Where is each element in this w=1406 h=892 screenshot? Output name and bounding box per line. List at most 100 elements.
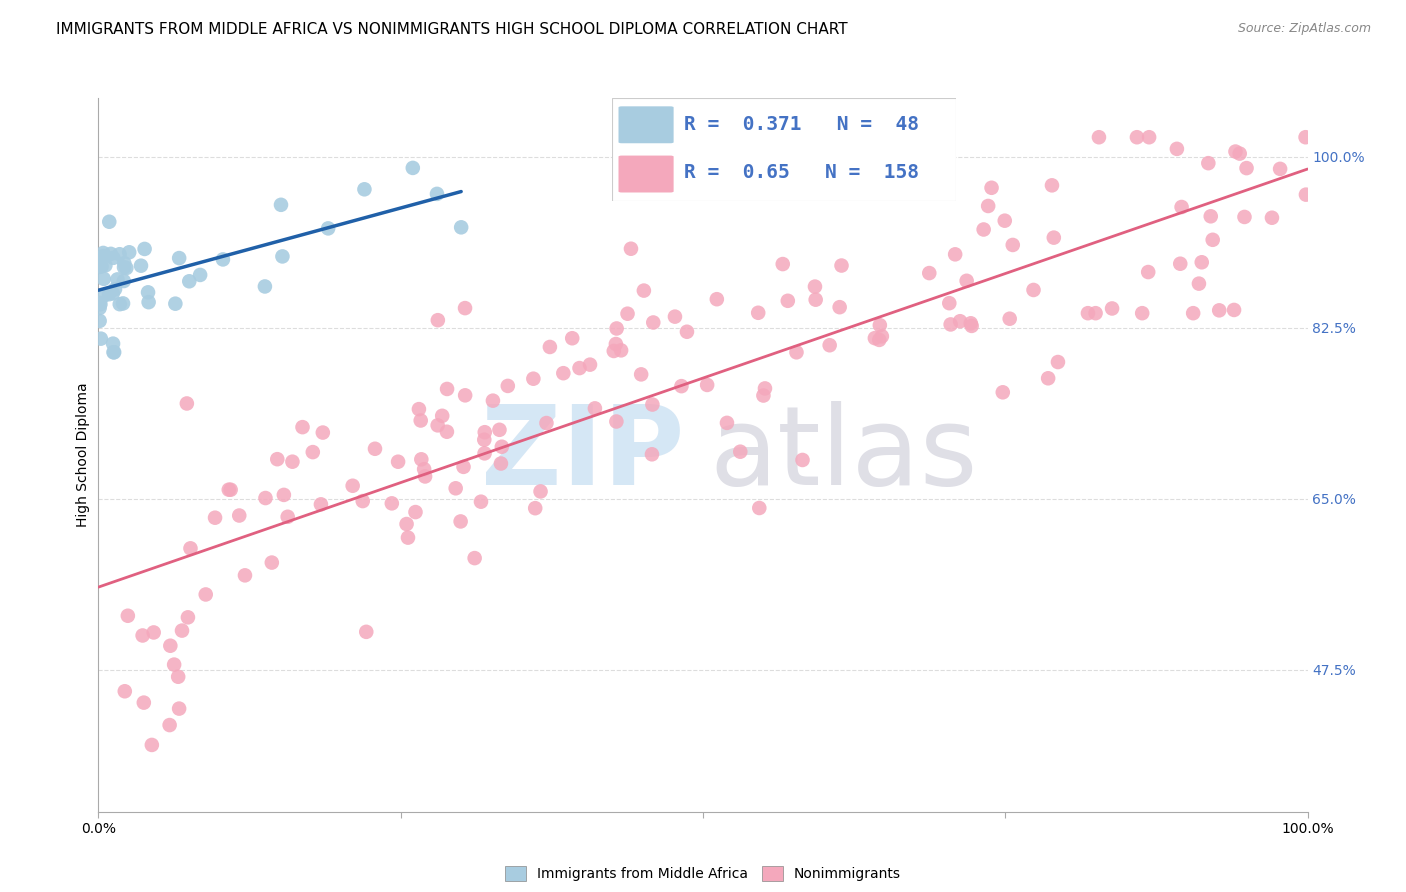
Point	[89, 252, 111, 266]
Text: R =  0.65   N =  158: R = 0.65 N = 158	[683, 163, 920, 182]
FancyBboxPatch shape	[619, 155, 673, 193]
Point	[413, 469, 436, 483]
Point	[1268, 161, 1291, 176]
Point	[159, 639, 181, 653]
Point	[141, 738, 163, 752]
Point	[730, 444, 752, 458]
Point	[1295, 187, 1317, 202]
Point	[170, 624, 193, 638]
Point	[1197, 156, 1219, 170]
Point	[696, 378, 718, 392]
Point	[219, 483, 242, 497]
Point	[167, 701, 190, 715]
Point	[396, 531, 419, 545]
Point	[752, 388, 775, 402]
Point	[450, 220, 472, 235]
Point	[413, 462, 436, 476]
Point	[643, 316, 665, 330]
Point	[496, 379, 519, 393]
Point	[312, 425, 335, 440]
Point	[980, 181, 1002, 195]
Point	[1229, 146, 1251, 161]
Text: Source: ZipAtlas.com: Source: ZipAtlas.com	[1237, 22, 1371, 36]
Point	[939, 318, 962, 332]
Point	[163, 657, 186, 672]
Point	[260, 556, 283, 570]
Point	[112, 296, 135, 310]
Point	[754, 381, 776, 395]
FancyBboxPatch shape	[612, 98, 956, 201]
Point	[630, 368, 652, 382]
Point	[104, 282, 127, 296]
Point	[103, 251, 125, 265]
Point	[664, 310, 686, 324]
Point	[1168, 257, 1191, 271]
Point	[90, 260, 112, 274]
Point	[474, 446, 496, 460]
Point	[869, 318, 891, 333]
Point	[204, 510, 226, 524]
Point	[353, 182, 375, 196]
Legend: Immigrants from Middle Africa, Nonimmigrants: Immigrants from Middle Africa, Nonimmigr…	[499, 861, 907, 887]
Point	[1137, 265, 1160, 279]
Point	[1225, 145, 1247, 159]
Point	[408, 402, 430, 417]
Point	[89, 296, 111, 310]
Point	[402, 161, 425, 175]
Point	[605, 415, 627, 429]
Point	[114, 684, 136, 698]
Point	[583, 401, 606, 416]
Point	[117, 608, 139, 623]
Point	[89, 260, 111, 274]
Point	[870, 329, 893, 343]
Point	[436, 425, 458, 439]
Point	[93, 249, 115, 263]
Point	[1191, 255, 1213, 269]
Point	[1046, 355, 1069, 369]
Point	[381, 496, 404, 510]
Point	[606, 321, 628, 335]
Point	[472, 433, 495, 447]
Point	[998, 311, 1021, 326]
Point	[112, 274, 135, 288]
Point	[977, 199, 1000, 213]
Point	[776, 293, 799, 308]
Point	[868, 333, 890, 347]
Point	[482, 393, 505, 408]
Point	[270, 198, 292, 212]
Point	[561, 331, 583, 345]
Point	[188, 268, 211, 282]
Point	[342, 479, 364, 493]
Point	[194, 587, 217, 601]
Point	[94, 258, 117, 272]
Point	[108, 247, 131, 261]
Point	[103, 345, 125, 359]
Point	[491, 440, 513, 454]
Text: atlas: atlas	[709, 401, 977, 508]
Point	[352, 494, 374, 508]
Point	[90, 332, 112, 346]
Point	[177, 610, 200, 624]
Point	[1223, 302, 1246, 317]
Point	[747, 306, 769, 320]
Point	[863, 331, 886, 345]
Point	[98, 287, 121, 301]
Point	[233, 568, 256, 582]
Point	[273, 488, 295, 502]
Point	[785, 345, 807, 359]
Point	[159, 718, 181, 732]
Point	[1084, 306, 1107, 320]
Point	[167, 251, 190, 265]
Point	[134, 242, 156, 256]
Point	[387, 455, 409, 469]
Point	[818, 338, 841, 352]
Point	[93, 288, 115, 302]
Point	[748, 500, 770, 515]
Point	[101, 286, 124, 301]
Point	[115, 261, 138, 276]
Point	[676, 325, 699, 339]
Point	[167, 670, 190, 684]
Point	[107, 272, 129, 286]
Point	[522, 372, 544, 386]
Point	[426, 313, 449, 327]
